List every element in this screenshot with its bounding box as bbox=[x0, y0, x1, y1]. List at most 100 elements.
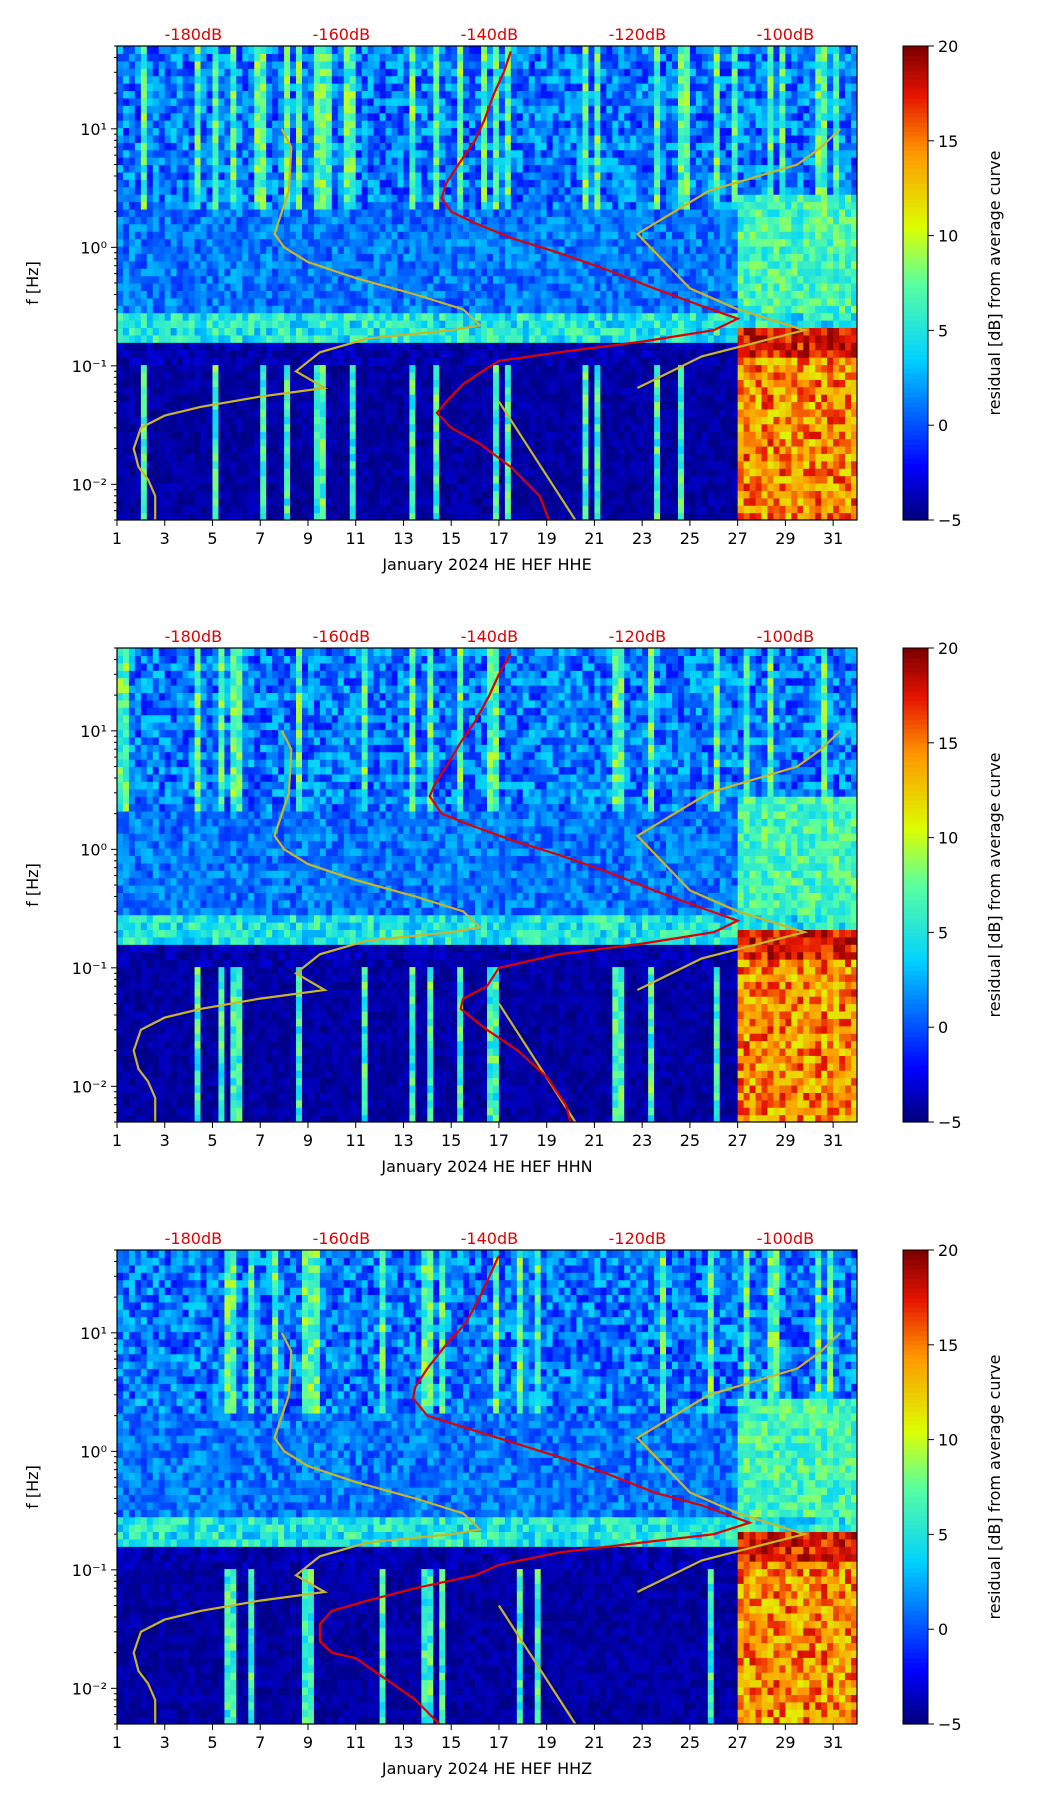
colorbar-tick-label: 0 bbox=[938, 1620, 948, 1639]
y-tick-label: 10⁻¹ bbox=[72, 357, 107, 376]
colorbar-tick-label: −5 bbox=[938, 1715, 962, 1734]
colorbar-tick-label: 5 bbox=[938, 321, 948, 340]
x-tick-label: 29 bbox=[775, 1131, 795, 1150]
model-noise-curve bbox=[132, 730, 483, 1122]
spectrogram-svg: 1 3 5 7 9 11 13 15 17 19 21 23 25 27 29 3110¹10⁰10⁻¹10⁻… bbox=[23, 1229, 1004, 1778]
spectrogram-panel: 1 3 5 7 9 11 13 15 17 19 21 23 25 27 29 31 10¹ 10⁰ 10⁻¹ 10⁻… bbox=[0, 1204, 1052, 1806]
y-tick-label: 10⁻² bbox=[72, 1077, 107, 1096]
x-tick-label: 19 bbox=[536, 1733, 556, 1752]
x-tick-label: 31 bbox=[823, 529, 843, 548]
average-psd-curve bbox=[435, 51, 741, 520]
x-tick-label: 25 bbox=[680, 1733, 700, 1752]
heatmap-cells bbox=[117, 1250, 857, 1724]
colorbar-label: residual [dB] from average curve bbox=[985, 753, 1004, 1018]
colorbar-tick-label: 5 bbox=[938, 923, 948, 942]
colorbar-tick-label: 0 bbox=[938, 416, 948, 435]
colorbar-tick-label: 20 bbox=[938, 639, 958, 658]
y-tick-label: 10¹ bbox=[80, 722, 107, 741]
heatmap-cells bbox=[117, 648, 857, 1122]
top-db-label: -100dB bbox=[757, 25, 814, 44]
x-tick-label: 1 bbox=[112, 1131, 122, 1150]
y-tick-label: 10⁻¹ bbox=[72, 1561, 107, 1580]
x-tick-label: 29 bbox=[775, 1733, 795, 1752]
y-axis-label: f [Hz] bbox=[23, 261, 42, 305]
top-db-label: -160dB bbox=[313, 627, 370, 646]
top-db-label: -100dB bbox=[757, 627, 814, 646]
y-tick-label: 10⁻² bbox=[72, 1679, 107, 1698]
spectrogram-svg: 1 3 5 7 9 11 13 15 17 19 21 23 25 27 29 3110¹10⁰10⁻¹10⁻… bbox=[23, 627, 1004, 1176]
y-tick-label: 10⁻² bbox=[72, 475, 107, 494]
colorbar bbox=[902, 45, 929, 521]
x-tick-label: 3 bbox=[160, 1131, 170, 1150]
average-psd-curve bbox=[428, 652, 741, 1122]
x-tick-label: 23 bbox=[632, 1131, 652, 1150]
model-noise-curve-high bbox=[635, 1332, 842, 1593]
x-tick-label: 9 bbox=[303, 529, 313, 548]
x-tick-label: 5 bbox=[207, 1131, 217, 1150]
x-tick-label: 9 bbox=[303, 1733, 313, 1752]
model-noise-curve-high bbox=[635, 730, 842, 991]
colorbar-tick-label: −5 bbox=[938, 1113, 962, 1132]
x-tick-label: 11 bbox=[346, 1131, 366, 1150]
heatmap-cells bbox=[117, 46, 857, 520]
model-noise-curve bbox=[132, 128, 483, 520]
top-db-label: -120dB bbox=[609, 25, 666, 44]
colorbar-tick-label: 20 bbox=[938, 37, 958, 56]
top-db-label: -180dB bbox=[165, 1229, 222, 1248]
top-db-label: -180dB bbox=[165, 627, 222, 646]
x-tick-label: 21 bbox=[584, 529, 604, 548]
spectrogram-panel: 1 3 5 7 9 11 13 15 17 19 21 23 25 27 29 31 10¹ 10⁰ 10⁻¹ 10⁻… bbox=[0, 602, 1052, 1204]
x-tick-label: 13 bbox=[393, 529, 413, 548]
colorbar-tick-label: 0 bbox=[938, 1018, 948, 1037]
colorbar bbox=[902, 647, 929, 1123]
top-db-label: -160dB bbox=[313, 1229, 370, 1248]
colorbar bbox=[902, 1249, 929, 1725]
colorbar-tick-label: 5 bbox=[938, 1525, 948, 1544]
y-tick-label: 10⁰ bbox=[80, 238, 107, 257]
y-tick-label: 10¹ bbox=[80, 120, 107, 139]
colorbar-tick-label: 10 bbox=[938, 227, 958, 246]
top-db-label: -140dB bbox=[461, 627, 518, 646]
model-noise-curve-segment bbox=[497, 1604, 577, 1724]
x-tick-label: 7 bbox=[255, 529, 265, 548]
x-tick-label: 31 bbox=[823, 1131, 843, 1150]
model-noise-curve bbox=[132, 1332, 483, 1724]
colorbar-label: residual [dB] from average curve bbox=[985, 151, 1004, 416]
x-tick-label: 15 bbox=[441, 1131, 461, 1150]
colorbar-tick-label: 15 bbox=[938, 734, 958, 753]
top-db-label: -140dB bbox=[461, 25, 518, 44]
x-tick-label: 3 bbox=[160, 1733, 170, 1752]
colorbar-tick-label: 15 bbox=[938, 1336, 958, 1355]
x-tick-label: 17 bbox=[489, 1733, 509, 1752]
x-tick-label: 25 bbox=[680, 1131, 700, 1150]
colorbar-tick-label: 20 bbox=[938, 1241, 958, 1260]
x-tick-label: 15 bbox=[441, 529, 461, 548]
x-tick-label: 1 bbox=[112, 529, 122, 548]
x-tick-label: 5 bbox=[207, 529, 217, 548]
colorbar-tick-label: 10 bbox=[938, 829, 958, 848]
x-tick-label: 17 bbox=[489, 1131, 509, 1150]
colorbar-label: residual [dB] from average curve bbox=[985, 1355, 1004, 1620]
x-tick-label: 7 bbox=[255, 1131, 265, 1150]
x-tick-label: 13 bbox=[393, 1733, 413, 1752]
x-tick-label: 1 bbox=[112, 1733, 122, 1752]
x-tick-label: 19 bbox=[536, 1131, 556, 1150]
model-noise-curve-segment bbox=[497, 1002, 577, 1122]
x-tick-label: 23 bbox=[632, 1733, 652, 1752]
y-axis-label: f [Hz] bbox=[23, 1465, 42, 1509]
top-db-label: -180dB bbox=[165, 25, 222, 44]
x-tick-label: 25 bbox=[680, 529, 700, 548]
x-axis-label: January 2024 HE HEF HHE bbox=[381, 555, 591, 574]
x-tick-label: 31 bbox=[823, 1733, 843, 1752]
x-tick-label: 23 bbox=[632, 529, 652, 548]
x-axis-label: January 2024 HE HEF HHN bbox=[380, 1157, 592, 1176]
x-tick-label: 7 bbox=[255, 1733, 265, 1752]
top-db-label: -140dB bbox=[461, 1229, 518, 1248]
x-tick-label: 21 bbox=[584, 1733, 604, 1752]
model-noise-curve-segment bbox=[497, 400, 577, 520]
x-tick-label: 29 bbox=[775, 529, 795, 548]
spectrogram-svg: 1 3 5 7 9 11 13 15 17 19 21 23 25 27 29 3110¹10⁰10⁻¹10⁻… bbox=[23, 25, 1004, 574]
x-tick-label: 27 bbox=[727, 529, 747, 548]
colorbar-tick-label: 15 bbox=[938, 132, 958, 151]
x-tick-label: 9 bbox=[303, 1131, 313, 1150]
